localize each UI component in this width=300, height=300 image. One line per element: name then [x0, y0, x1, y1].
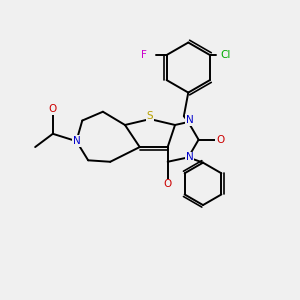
Text: O: O: [49, 104, 57, 114]
Text: F: F: [141, 50, 147, 60]
Text: N: N: [73, 136, 80, 146]
Text: Cl: Cl: [220, 50, 231, 60]
Text: N: N: [186, 152, 194, 162]
Text: S: S: [147, 110, 153, 121]
Text: N: N: [186, 115, 194, 125]
Text: O: O: [164, 179, 172, 190]
Text: O: O: [216, 135, 224, 145]
